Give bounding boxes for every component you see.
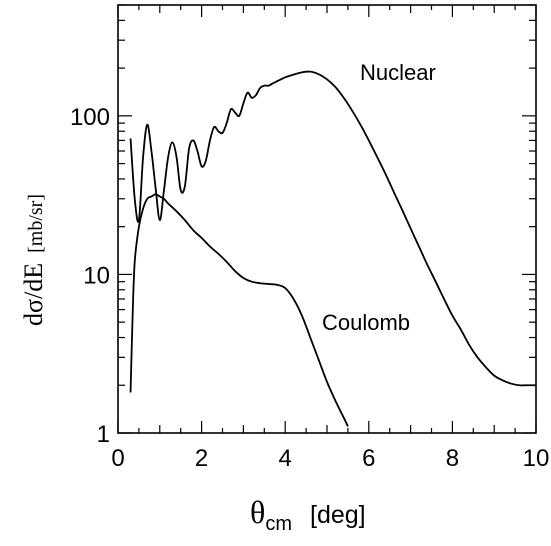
series-layer [129,70,536,427]
x-axis-symbol: θ [250,494,265,530]
y-tick-label: 1 [97,421,110,448]
series-label-coulomb: Coulomb [322,310,410,335]
plot-frame [117,4,537,434]
labels-layer: Nuclear Coulomb θcm [deg] dσ/dE [mb/sr] [19,60,436,535]
axes-layer: 0 2 4 6 8 10 1 10 100 [70,4,550,472]
y-axis-label-unit: [mb/sr] [25,194,47,253]
y-tick-label: 10 [83,262,110,289]
series-label-nuclear: Nuclear [360,60,436,85]
y-axis-label-main: dσ/dE [19,263,48,326]
series-line-coulomb [129,193,349,427]
x-tick-label: 10 [523,445,550,472]
x-axis-label: θcm [deg] [250,494,366,535]
series-line-nuclear [129,70,536,387]
x-tick-label: 8 [446,445,459,472]
x-axis-subscript: cm [265,513,292,535]
x-tick-label: 0 [111,445,124,472]
x-tick-label: 2 [195,445,208,472]
y-axis-label: dσ/dE [mb/sr] [19,194,48,326]
x-tick-label: 4 [279,445,292,472]
x-tick-label: 6 [362,445,375,472]
x-axis-unit: [deg] [310,501,366,529]
y-tick-label: 100 [70,104,110,131]
